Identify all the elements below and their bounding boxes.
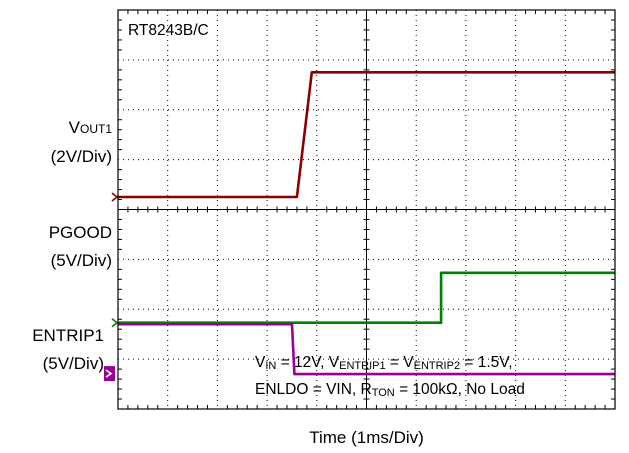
pgood-trace: [118, 271, 615, 325]
cond-r-val: = 100kΩ, No Load: [394, 381, 525, 398]
vout-ground-marker: [111, 192, 119, 202]
cond-ve1-sub: ENTRIP1: [339, 360, 386, 372]
traces: [118, 71, 615, 376]
cond-vin: V: [255, 354, 266, 371]
pgood-scale: (5V/Div): [50, 251, 112, 270]
cond-enldo: ENLDO = VIN,: [255, 381, 361, 398]
vout-trace: [118, 71, 615, 199]
cond-eq: =: [385, 354, 404, 371]
chart-title: RT8243B/C: [128, 22, 209, 39]
conditions-line-2: ENLDO = VIN, RTON = 100kΩ, No Load: [255, 380, 525, 403]
pgood-ground-marker: [111, 318, 119, 328]
cond-vin-sub: IN: [265, 360, 277, 372]
entrip-label: ENTRIP1 (5V/Div): [0, 326, 104, 374]
entrip-ground-marker-chevron: [105, 369, 113, 378]
entrip-scale: (5V/Div): [42, 354, 104, 373]
cond-ve2-sub: ENTRIP2: [413, 360, 461, 372]
x-axis-label: Time (1ms/Div): [309, 428, 424, 447]
channel-markers: [104, 192, 119, 382]
cond-ve-val: = 1.5V,: [460, 354, 513, 371]
entrip-name: ENTRIP1: [32, 326, 104, 345]
cond-r: R: [360, 381, 372, 398]
pgood-name: PGOOD: [48, 223, 112, 242]
entrip-trace: [118, 322, 615, 376]
cond-vin-val: = 12V,: [276, 354, 329, 371]
vout-scale: (2V/Div): [50, 147, 112, 166]
plot-frame: [117, 9, 616, 410]
vout-name: V: [68, 118, 80, 137]
conditions-line-1: VIN = 12V, VENTRIP1 = VENTRIP2 = 1.5V,: [255, 353, 513, 376]
cond-r-sub: TON: [371, 387, 395, 399]
cond-ve1: V: [328, 354, 340, 371]
entrip-ground-marker: [104, 366, 115, 382]
cond-ve2: V: [403, 354, 414, 371]
vout-name-sub: OUT1: [79, 122, 112, 136]
grid: [118, 10, 615, 409]
vout-label: VOUT1 (2V/Div): [0, 118, 112, 167]
pgood-label: PGOOD (5V/Div): [0, 223, 112, 271]
